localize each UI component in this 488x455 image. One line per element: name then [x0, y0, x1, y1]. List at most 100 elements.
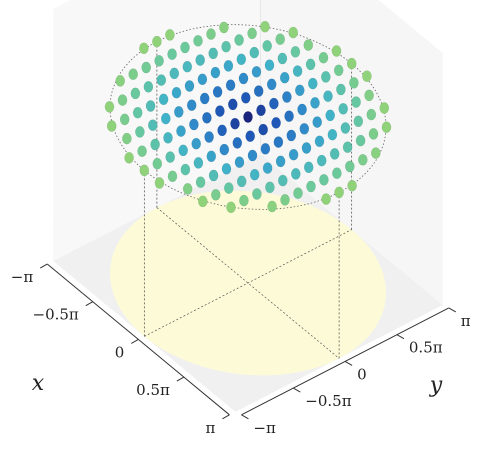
data-point: [325, 109, 336, 122]
data-point: [193, 35, 203, 47]
data-point: [182, 183, 193, 195]
data-point: [286, 129, 297, 142]
data-point: [379, 102, 390, 114]
data-point: [193, 157, 204, 169]
data-point: [329, 148, 340, 160]
data-point: [349, 77, 359, 89]
data-point: [294, 84, 305, 97]
data-point: [176, 125, 186, 137]
data-point: [364, 89, 374, 102]
data-point: [232, 137, 243, 149]
data-point: [321, 193, 331, 205]
y-axis-line: [241, 307, 450, 416]
data-point: [223, 60, 234, 72]
x-tick: [85, 301, 94, 307]
data-point: [381, 121, 392, 133]
data-point: [342, 141, 353, 153]
data-point: [368, 128, 379, 140]
data-point: [275, 155, 286, 168]
data-point: [334, 186, 344, 199]
y-axis-label: y: [429, 373, 443, 398]
x-tick-label: 0.5π: [136, 381, 170, 399]
data-point: [290, 46, 301, 58]
data-point: [141, 61, 151, 74]
data-point: [333, 64, 344, 77]
data-point: [236, 53, 247, 66]
data-point: [189, 118, 199, 131]
data-point: [106, 120, 117, 132]
data-point: [271, 117, 281, 129]
y-tick: [448, 307, 457, 313]
data-point: [217, 124, 227, 137]
y-tick-label: 0: [357, 365, 367, 383]
data-point: [180, 41, 190, 54]
data-point: [163, 131, 173, 144]
data-point: [238, 72, 249, 85]
data-point: [314, 135, 325, 148]
data-point: [115, 75, 125, 87]
data-point: [130, 87, 141, 100]
data-point: [212, 86, 223, 98]
data-point: [323, 90, 333, 102]
data-point: [104, 101, 115, 113]
data-point: [206, 150, 217, 163]
data-point: [303, 39, 314, 51]
data-point: [171, 86, 182, 99]
data-point: [221, 40, 231, 53]
data-point: [258, 123, 269, 136]
data-point: [292, 65, 303, 77]
data-point: [143, 81, 154, 93]
data-point: [340, 122, 351, 134]
data-point: [204, 131, 214, 143]
data-point: [256, 104, 266, 117]
data-point: [355, 134, 366, 147]
data-point: [206, 28, 216, 40]
data-point: [210, 188, 221, 201]
data-point: [199, 92, 210, 105]
data-point: [277, 52, 288, 65]
data-point: [260, 20, 270, 33]
data-point: [152, 157, 163, 170]
y-tick-label: π: [461, 312, 471, 330]
data-point: [347, 179, 357, 192]
data-point: [184, 80, 195, 92]
data-point: [135, 126, 145, 138]
data-point: [301, 142, 312, 154]
data-point: [221, 162, 232, 175]
data-point: [266, 78, 277, 91]
data-point: [344, 160, 355, 173]
y-tick: [344, 360, 353, 366]
data-point: [178, 144, 188, 157]
data-point: [251, 66, 262, 78]
data-point: [318, 51, 329, 64]
data-point: [158, 93, 169, 106]
data-point: [197, 195, 208, 208]
data-point: [305, 58, 316, 71]
data-point: [234, 34, 244, 46]
y-tick: [241, 414, 249, 420]
data-point: [169, 67, 180, 80]
data-point: [262, 162, 273, 174]
data-point: [297, 103, 307, 116]
data-point: [150, 138, 160, 151]
data-point: [252, 188, 262, 200]
x-tick: [39, 263, 48, 269]
data-point: [160, 112, 171, 125]
y-tick: [396, 334, 405, 340]
data-point: [223, 182, 234, 194]
x-tick-label: −0.5π: [33, 306, 79, 324]
floor-guide-line: [144, 229, 352, 337]
data-point: [167, 170, 178, 183]
x-tick-label: 0: [115, 343, 125, 361]
data-point: [234, 156, 245, 168]
y-tick-label: −0.5π: [305, 392, 351, 410]
data-point: [332, 167, 342, 179]
data-point: [247, 149, 258, 162]
data-point: [249, 168, 260, 181]
data-point: [284, 110, 294, 122]
data-point: [219, 143, 230, 156]
data-point: [262, 40, 273, 52]
data-point: [346, 57, 357, 70]
data-point: [173, 106, 184, 118]
data-point: [253, 85, 264, 97]
